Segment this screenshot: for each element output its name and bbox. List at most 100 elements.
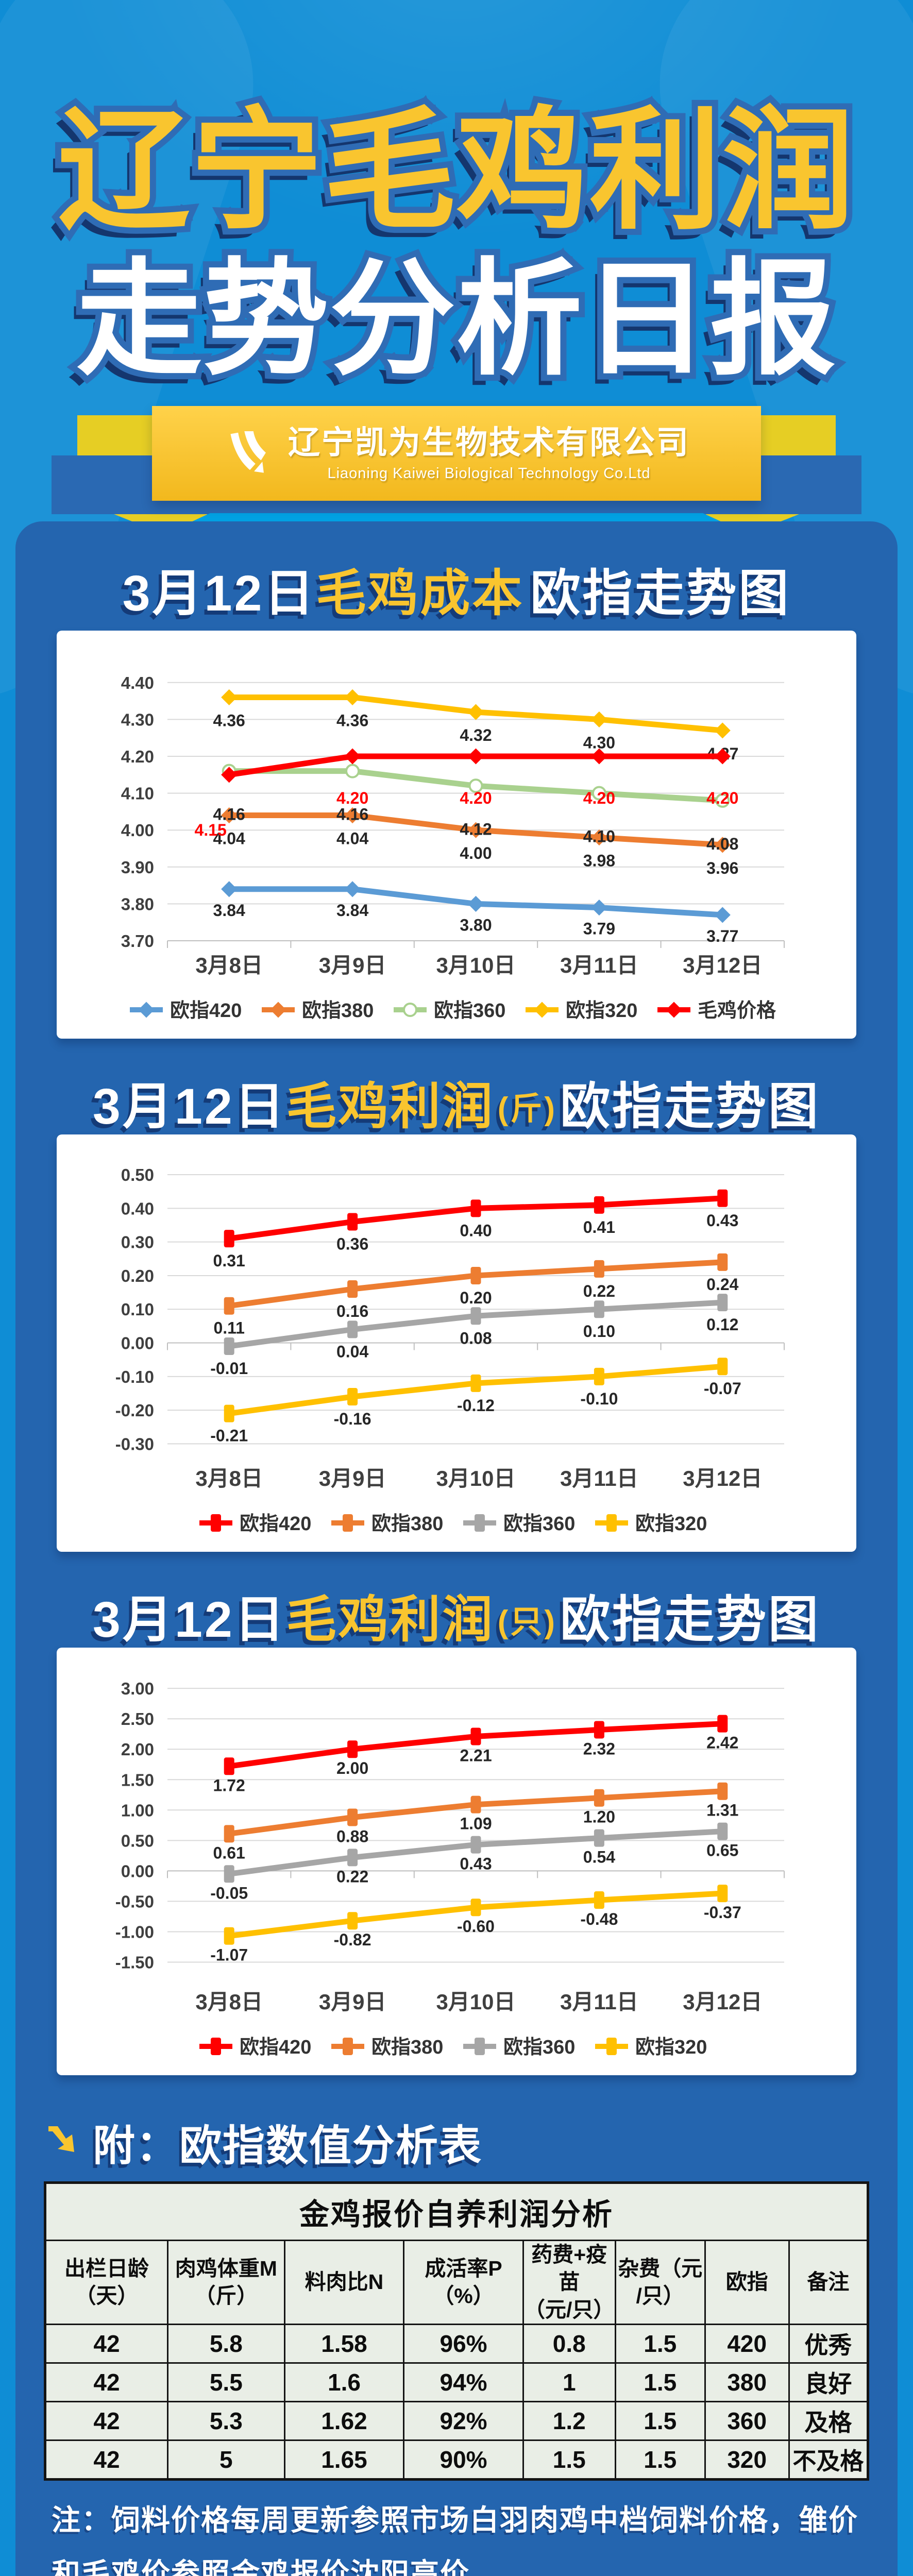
chart-card-cost: 4.40 4.30 4.20 4.10 4.00 3.90 3.80 3.70 3月8日 3月9日…: [57, 631, 856, 1039]
svg-text:3.84: 3.84: [213, 901, 245, 920]
note-text: 注：饲料价格每周更新参照市场白羽肉鸡中档饲料价格，雏价和毛鸡价参照金鸡报价沈阳高…: [52, 2504, 858, 2576]
table-cell: 0.8: [522, 2323, 616, 2364]
svg-text:3.77: 3.77: [706, 927, 738, 945]
svg-text:欧指320: 欧指320: [635, 1513, 707, 1535]
svg-text:2.50: 2.50: [121, 1709, 154, 1728]
svg-text:0.54: 0.54: [583, 1848, 615, 1867]
table-header-row: 出栏日龄 （天） 肉鸡体重M （斤） 料肉比N 成活率P （%） 药费+疫苗 （…: [44, 2240, 869, 2325]
svg-text:4.20: 4.20: [460, 789, 492, 807]
svg-text:0.88: 0.88: [336, 1827, 368, 1845]
company-logo-icon: [230, 431, 266, 473]
table-cell: 42: [44, 2439, 168, 2480]
svg-text:0.40: 0.40: [121, 1199, 154, 1218]
svg-text:0.43: 0.43: [706, 1211, 738, 1230]
svg-text:欧指420: 欧指420: [170, 1000, 242, 1022]
section2-suffix: 欧指走势图: [560, 1078, 821, 1134]
svg-text:欧指360: 欧指360: [434, 1000, 505, 1022]
table-cell: 优秀: [788, 2323, 869, 2364]
svg-text:-0.30: -0.30: [115, 1434, 154, 1453]
svg-text:-0.12: -0.12: [457, 1396, 495, 1415]
svg-text:0.50: 0.50: [121, 1831, 154, 1850]
table-row: 42 5.5 1.6 94% 1 1.5 380 良好: [44, 2362, 869, 2402]
svg-text:4.20: 4.20: [583, 789, 615, 807]
section1-date: 3月12日: [122, 565, 316, 621]
table-title-row: 金鸡报价自养利润分析: [44, 2182, 869, 2241]
svg-text:4.16: 4.16: [213, 805, 245, 824]
svg-text:1.00: 1.00: [121, 1801, 154, 1820]
svg-text:欧指320: 欧指320: [635, 2037, 707, 2058]
main-title-line2: 走势分析日报 走势分析日报: [0, 247, 913, 391]
svg-text:3.79: 3.79: [583, 920, 615, 938]
svg-text:-0.10: -0.10: [115, 1367, 154, 1386]
col-header-euro-index: 欧指: [704, 2240, 790, 2325]
svg-text:4.20: 4.20: [121, 747, 154, 766]
svg-text:3.80: 3.80: [460, 916, 492, 934]
table-cell: 320: [704, 2439, 790, 2480]
section-title-profit-jin: 3月12日毛鸡利润(斤)欧指走势图: [0, 1065, 913, 1138]
svg-text:3月9日: 3月9日: [319, 1466, 386, 1490]
section3-highlight: 毛鸡利润: [286, 1591, 495, 1648]
svg-text:4.36: 4.36: [336, 711, 368, 730]
svg-text:2.00: 2.00: [121, 1740, 154, 1759]
table-cell: 良好: [788, 2362, 869, 2402]
svg-text:-1.00: -1.00: [115, 1922, 154, 1941]
svg-text:0.10: 0.10: [121, 1300, 154, 1319]
svg-text:3.96: 3.96: [706, 859, 738, 877]
table-cell: 1.5: [614, 2323, 706, 2364]
svg-text:0.43: 0.43: [460, 1855, 492, 1873]
svg-text:3月12日: 3月12日: [683, 953, 762, 977]
table-cell: 90%: [403, 2439, 524, 2480]
svg-text:3.70: 3.70: [121, 931, 154, 951]
svg-text:0.22: 0.22: [336, 1867, 368, 1886]
svg-text:4.04: 4.04: [213, 829, 245, 848]
col-header-weight: 肉鸡体重M （斤）: [166, 2240, 285, 2325]
svg-text:0.20: 0.20: [460, 1289, 492, 1307]
svg-text:-0.05: -0.05: [210, 1884, 248, 1902]
table-cell: 5.3: [166, 2400, 285, 2441]
main-title-line1-outline: 辽宁毛鸡利润: [52, 96, 860, 247]
svg-text:0.08: 0.08: [460, 1329, 492, 1347]
main-title-line2-text: 走势分析日报: [76, 249, 837, 389]
svg-text:1.20: 1.20: [583, 1808, 615, 1826]
table-cell: 96%: [403, 2323, 524, 2364]
svg-text:-0.21: -0.21: [210, 1427, 248, 1445]
section3-suffix: 欧指走势图: [560, 1591, 821, 1648]
svg-text:4.04: 4.04: [336, 829, 368, 848]
svg-text:-0.37: -0.37: [704, 1903, 741, 1922]
table-cell: 420: [704, 2323, 790, 2364]
svg-text:0.00: 0.00: [121, 1334, 154, 1353]
svg-text:3.98: 3.98: [583, 852, 615, 870]
col-header-medicine: 药费+疫苗 （元/只）: [522, 2240, 616, 2325]
svg-text:0.11: 0.11: [213, 1319, 245, 1337]
profit-table-wrap: 金鸡报价自养利润分析 出栏日龄 （天） 肉鸡体重M （斤） 料肉比N 成活率P …: [44, 2181, 869, 2481]
table-cell: 1.62: [283, 2400, 405, 2441]
svg-text:-0.01: -0.01: [210, 1359, 248, 1378]
table-cell: 1.5: [522, 2439, 616, 2480]
table-cell: 94%: [403, 2362, 524, 2402]
svg-text:3月10日: 3月10日: [436, 1466, 515, 1490]
svg-text:2.21: 2.21: [460, 1746, 492, 1765]
table-cell: 及格: [788, 2400, 869, 2441]
table-cell: 360: [704, 2400, 790, 2441]
appendix-label: 附：欧指数值分析表: [93, 2123, 483, 2170]
company-banner: 辽宁凯为生物技术有限公司 Liaoning Kaiwei Biological …: [152, 406, 761, 501]
svg-text:-0.82: -0.82: [334, 1930, 371, 1949]
table-cell: 5: [166, 2439, 285, 2480]
table-cell: 42: [44, 2323, 168, 2364]
svg-text:0.31: 0.31: [213, 1251, 245, 1270]
svg-text:-0.50: -0.50: [115, 1892, 154, 1911]
svg-text:3月12日: 3月12日: [683, 1990, 762, 2014]
svg-text:3.84: 3.84: [336, 901, 368, 920]
appendix-header: 附：欧指数值分析表: [45, 2111, 482, 2173]
profit-jin-line-chart: 0.50 0.40 0.30 0.20 0.10 0.00 -0.10 -0.20 -0.30 3…: [115, 1165, 785, 1535]
svg-text:-0.48: -0.48: [580, 1910, 618, 1928]
svg-text:0.12: 0.12: [706, 1315, 738, 1334]
svg-text:3.80: 3.80: [121, 894, 154, 913]
company-name-cn: 辽宁凯为生物技术有限公司: [288, 425, 690, 461]
profit-table: 金鸡报价自养利润分析 出栏日龄 （天） 肉鸡体重M （斤） 料肉比N 成活率P …: [44, 2181, 869, 2481]
table-cell: 380: [704, 2362, 790, 2402]
svg-text:3月9日: 3月9日: [319, 1990, 386, 2014]
table-title: 金鸡报价自养利润分析: [44, 2182, 869, 2241]
table-cell: 不及格: [788, 2439, 869, 2480]
